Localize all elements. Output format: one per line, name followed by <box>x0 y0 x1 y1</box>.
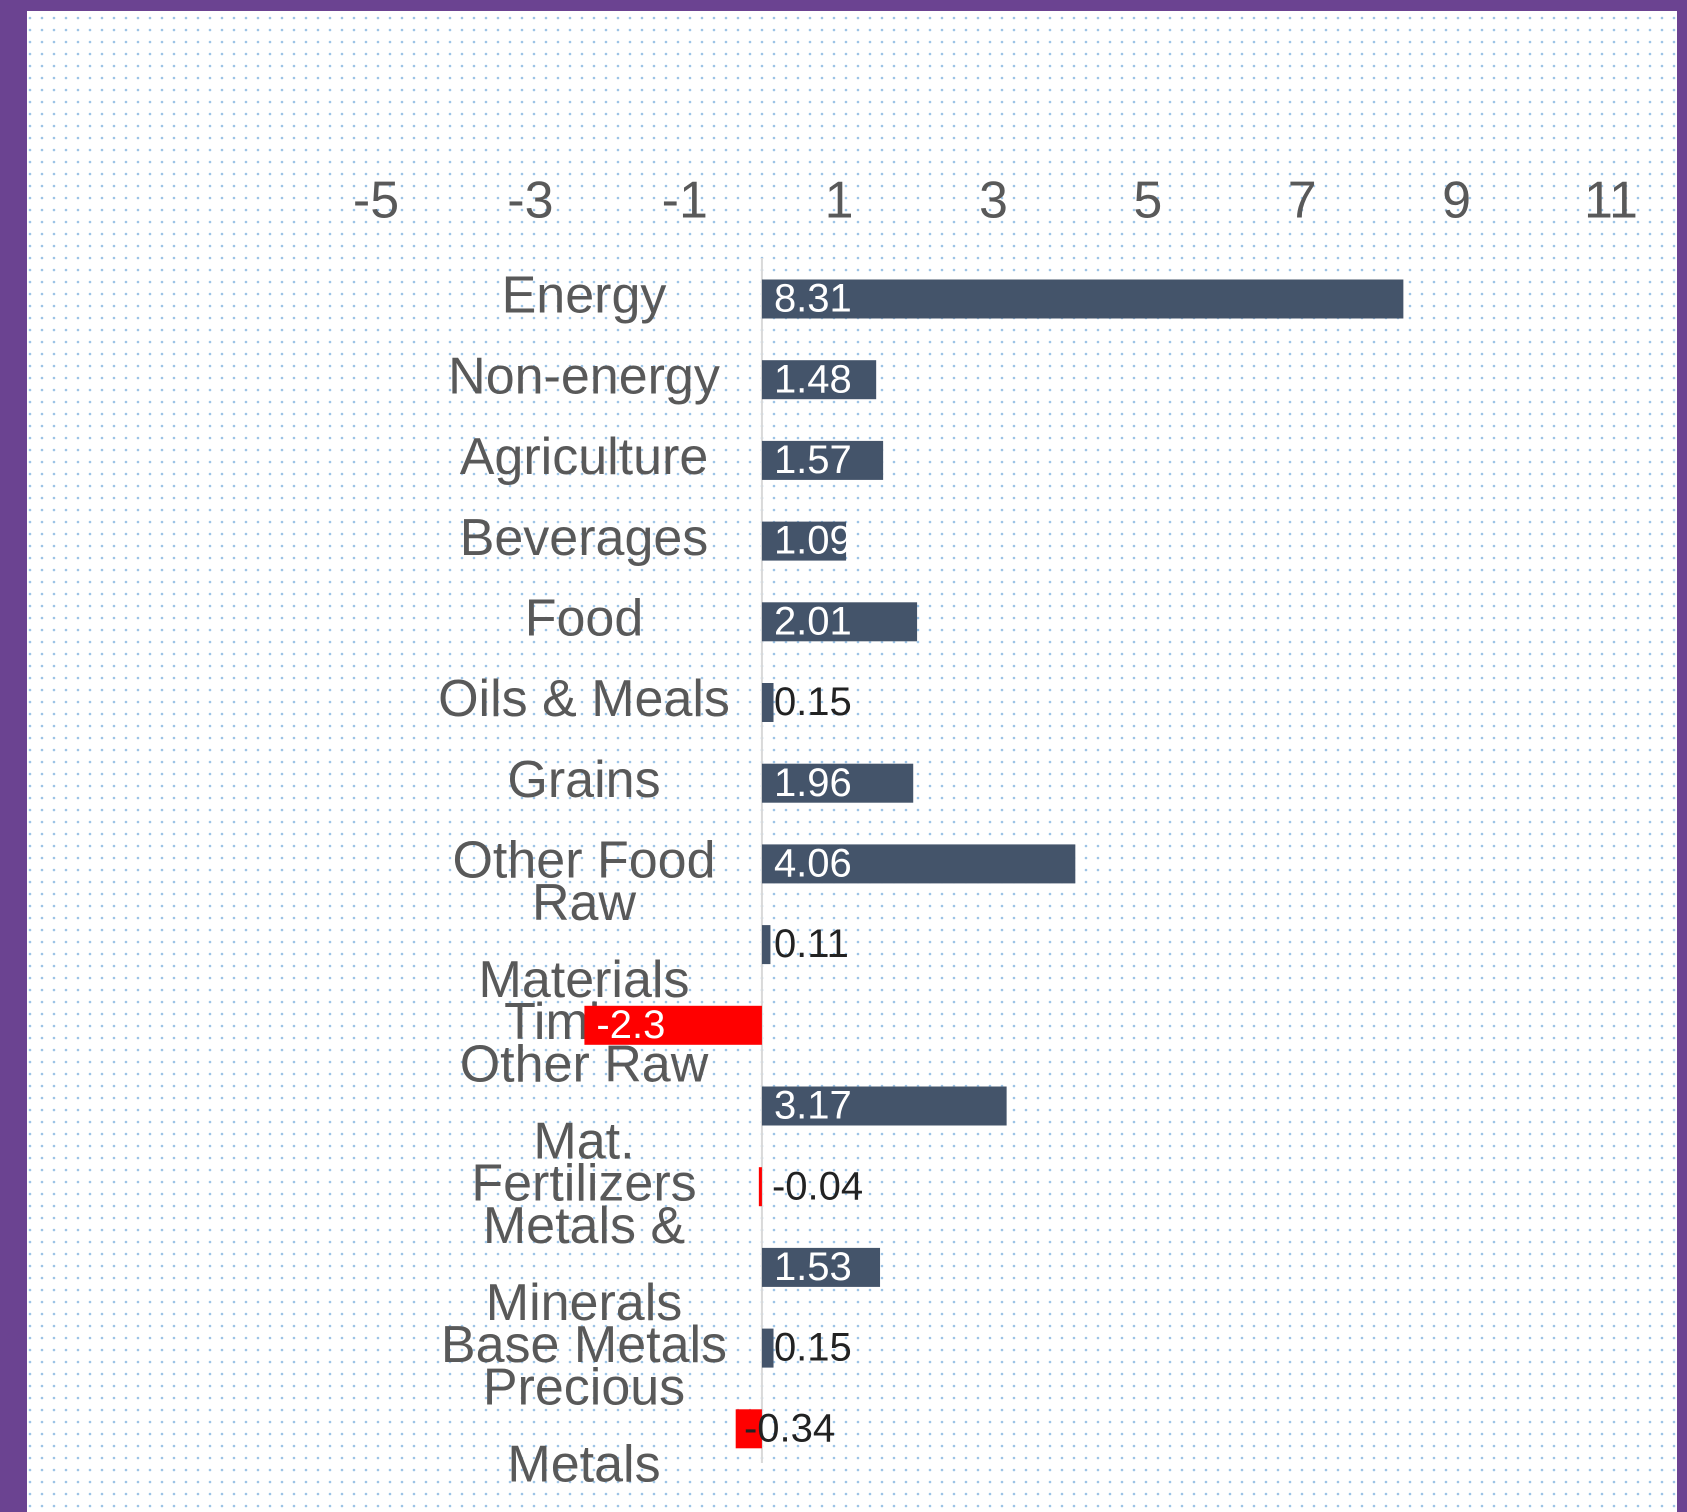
category-label: Energy <box>502 267 667 325</box>
category-label: Food <box>525 590 644 648</box>
data-label: -0.04 <box>772 1164 863 1208</box>
category-label: Beverages <box>460 509 709 567</box>
category-label: Agriculture <box>460 428 709 486</box>
x-tick-label: 3 <box>979 172 1008 230</box>
data-label: 1.09 <box>774 519 852 563</box>
bar <box>761 1086 1007 1126</box>
bar <box>761 521 847 561</box>
x-tick-label: 11 <box>1584 172 1638 230</box>
data-label: 1.48 <box>774 357 852 401</box>
category-label: Metals & Minerals <box>483 1197 685 1332</box>
x-tick-label: -5 <box>353 172 399 230</box>
data-label: 0.15 <box>774 680 852 724</box>
data-label: 2.01 <box>774 599 852 643</box>
category-label: Base Metals <box>441 1316 727 1374</box>
bar <box>761 844 1076 884</box>
data-label: -0.34 <box>744 1406 835 1450</box>
data-label: 0.11 <box>774 922 849 966</box>
bar <box>584 1005 762 1045</box>
bar <box>761 763 914 803</box>
bar <box>761 360 877 400</box>
data-label: 1.96 <box>774 761 852 805</box>
category-label: Other Raw Mat. <box>460 1035 709 1170</box>
category-label: Raw Materials <box>479 874 690 1009</box>
x-tick-label: 7 <box>1288 172 1317 230</box>
bar <box>758 1167 762 1207</box>
bar <box>761 925 771 965</box>
category-label: Other Food <box>452 832 715 890</box>
bar <box>761 279 1404 319</box>
bar <box>761 683 774 722</box>
x-tick-label: 9 <box>1442 172 1471 230</box>
category-label: Non-energy <box>448 347 720 405</box>
data-label: 3.17 <box>774 1084 852 1128</box>
x-tick-label: -3 <box>507 172 553 230</box>
bar <box>761 602 918 642</box>
data-label: -2.3 <box>596 1003 665 1047</box>
bar <box>735 1409 762 1449</box>
x-tick-label: 5 <box>1133 172 1162 230</box>
bar <box>761 1247 881 1287</box>
data-label: 1.53 <box>774 1245 852 1289</box>
category-label: Fertilizers <box>471 1154 696 1212</box>
category-label: Precious Metals <box>483 1358 685 1493</box>
x-tick-label: -1 <box>662 172 708 230</box>
bar <box>761 440 884 480</box>
data-label: 0.15 <box>774 1326 852 1370</box>
data-label: 1.57 <box>774 438 852 482</box>
data-label: 4.06 <box>774 841 852 885</box>
bar <box>761 1328 774 1368</box>
data-label: 8.31 <box>774 277 852 321</box>
category-label: Oils & Meals <box>438 670 730 728</box>
x-tick-label: 1 <box>825 172 854 230</box>
category-label: Grains <box>507 751 660 809</box>
